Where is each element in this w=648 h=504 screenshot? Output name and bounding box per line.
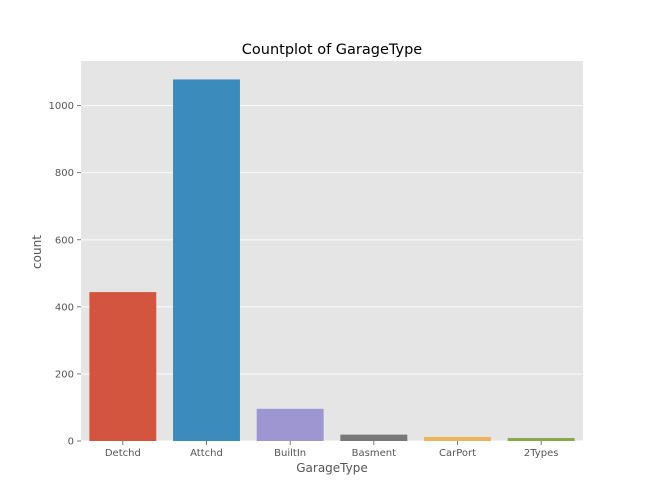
x-tick-label: Detchd (105, 448, 141, 459)
y-tick-label: 600 (55, 235, 74, 246)
y-tick-label: 800 (55, 168, 74, 179)
x-tick-label: CarPort (439, 448, 476, 459)
bar-carport (424, 436, 491, 441)
x-axis-ticks: Detchd Attchd BuiltIn Basment CarPort 2Types (105, 441, 559, 459)
y-tick-label: 1000 (49, 101, 74, 112)
bar-layer (89, 79, 575, 442)
x-tick-label: Basment (352, 448, 396, 459)
bar-attchd (173, 79, 240, 442)
y-axis-ticks: 0 200 400 600 800 1000 (49, 101, 81, 448)
x-axis-label: GarageType (296, 461, 368, 475)
grid-lines (81, 105, 583, 442)
x-tick-label: 2Types (524, 448, 559, 459)
y-axis-label: count (30, 235, 44, 269)
bar-basment (340, 434, 408, 441)
x-tick-label: BuiltIn (274, 448, 306, 459)
chart-title: Countplot of GarageType (242, 42, 423, 58)
x-tick-label: Attchd (190, 448, 223, 459)
plot-background (81, 61, 583, 441)
y-tick-label: 400 (55, 302, 74, 313)
y-tick-label: 200 (55, 369, 74, 380)
bar-builtin (256, 408, 324, 441)
bar-detchd (89, 292, 157, 441)
y-tick-label: 0 (68, 437, 74, 448)
bar-2types (507, 437, 575, 441)
